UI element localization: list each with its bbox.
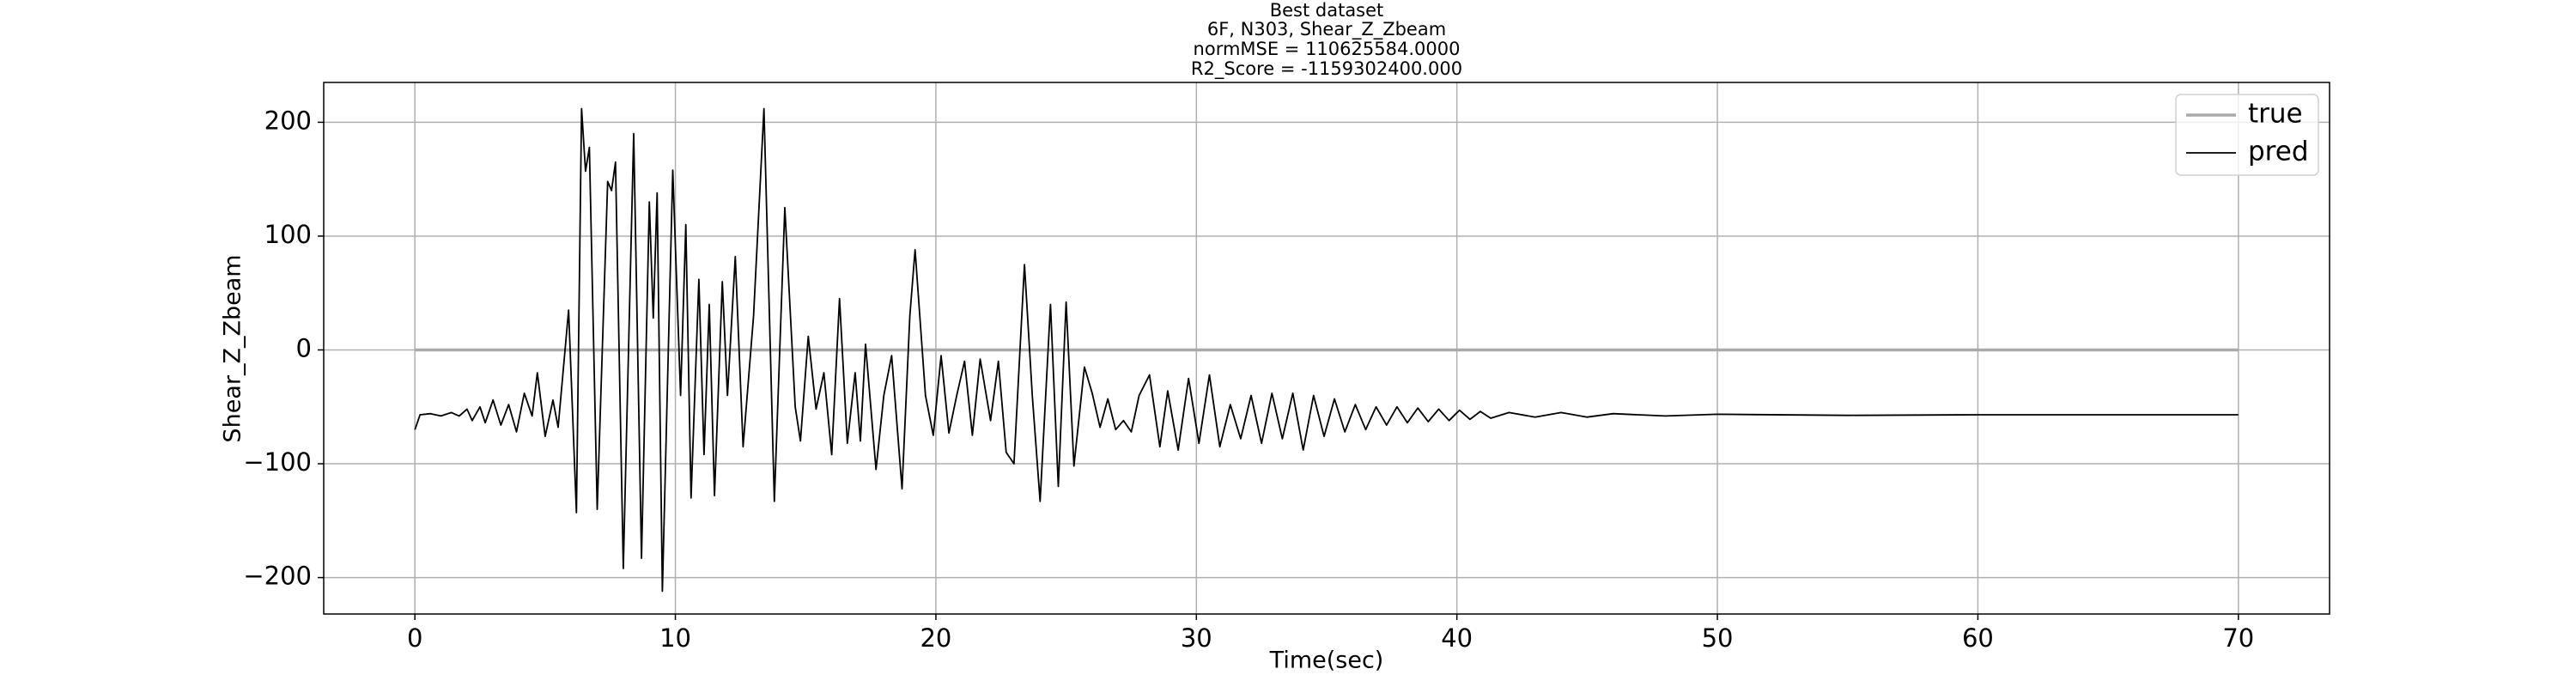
chart-title: Best dataset [1270, 0, 1384, 21]
y-tick-label: −200 [243, 562, 312, 591]
legend-label: pred [2248, 137, 2309, 167]
x-axis-label: Time(sec) [1269, 647, 1384, 674]
axes-frame [323, 82, 2330, 615]
x-tick-label: 40 [1441, 623, 1473, 653]
series-line [414, 107, 2239, 593]
x-tick-label: 10 [659, 623, 691, 653]
y-axis-label: Shear_Z_Zbeam [220, 254, 246, 442]
chart-title: normMSE = 110625584.0000 [1194, 39, 1461, 59]
chart-title: R2_Score = -1159302400.000 [1191, 58, 1462, 80]
x-tick-label: 50 [1702, 623, 1734, 653]
x-tick-label: 70 [2222, 623, 2254, 653]
x-tick-label: 60 [1962, 623, 1994, 653]
chart-title: 6F, N303, Shear_Z_Zbeam [1207, 19, 1446, 40]
y-tick-label: 100 [264, 220, 312, 249]
x-tick-label: 20 [920, 623, 951, 653]
y-tick-label: −100 [243, 447, 312, 477]
y-tick-label: 200 [264, 106, 312, 135]
y-tick-label: 0 [296, 333, 312, 362]
legend-label: true [2248, 99, 2303, 130]
x-tick-label: 0 [407, 623, 422, 653]
x-tick-label: 30 [1181, 623, 1212, 653]
